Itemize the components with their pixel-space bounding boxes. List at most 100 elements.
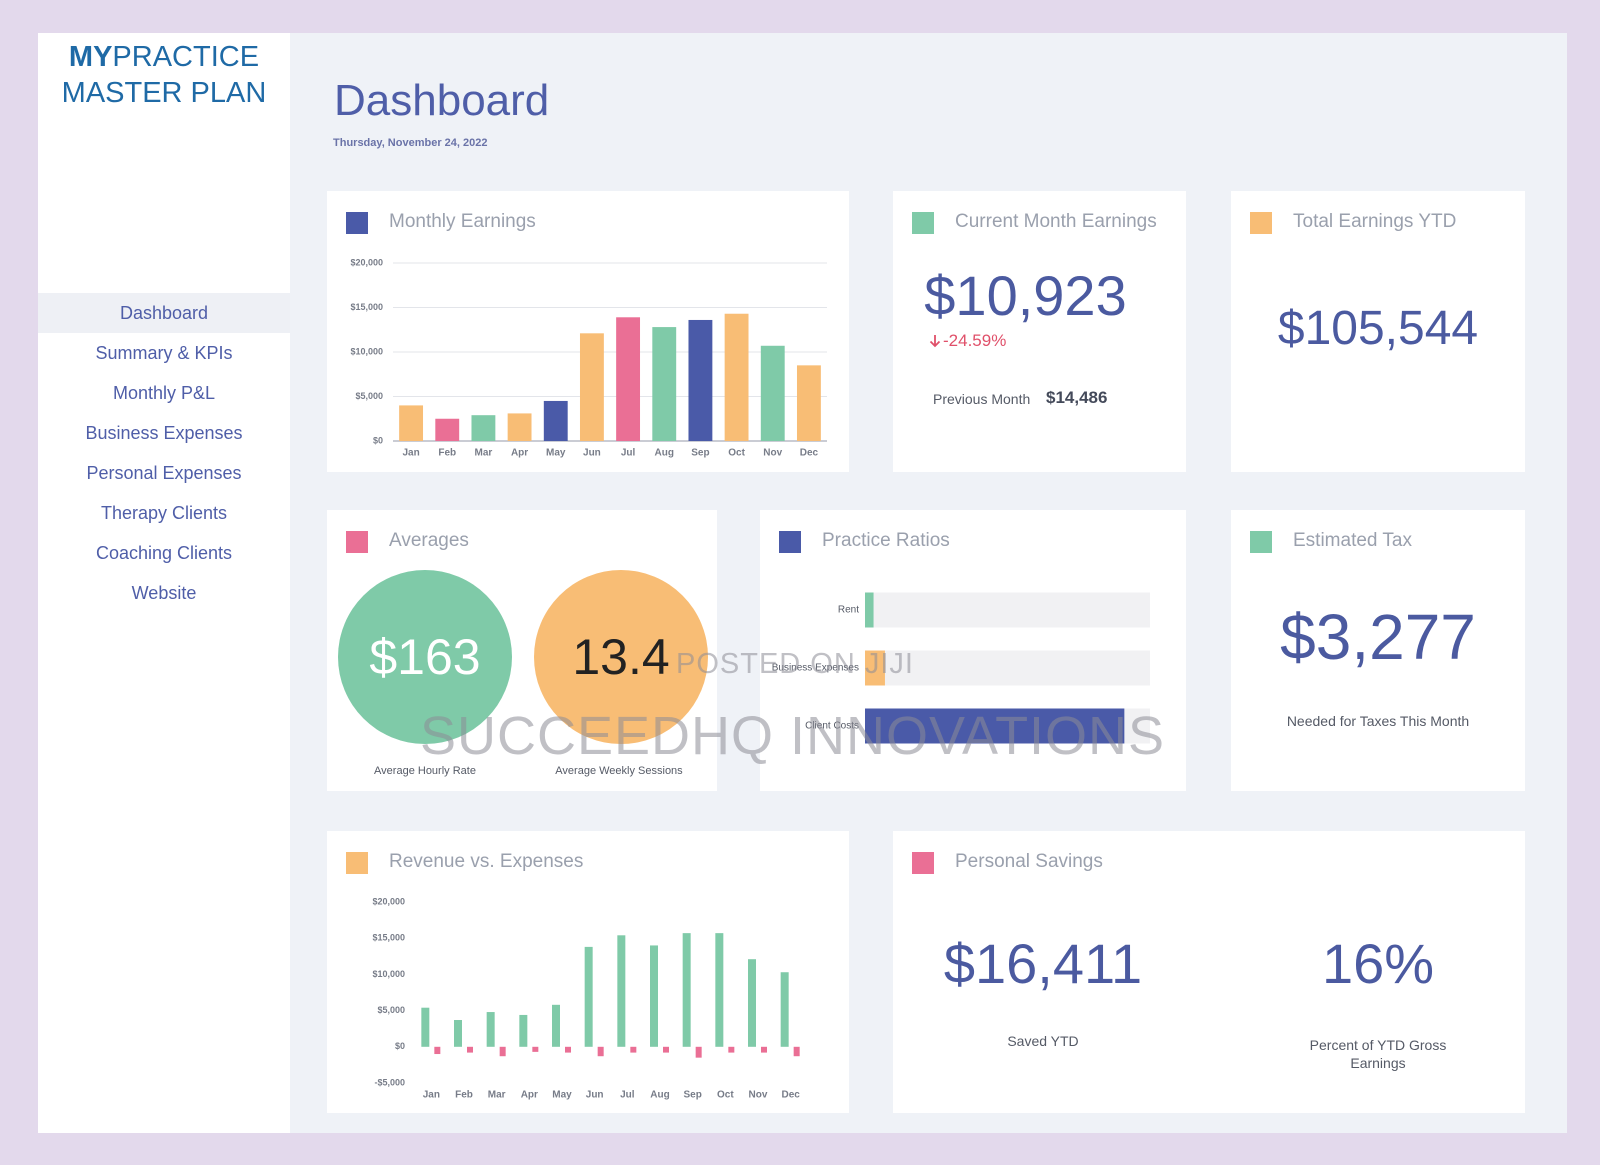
y-tick-label: Business Expenses — [772, 663, 859, 674]
bar — [499, 1046, 506, 1057]
kpi-value: $16,411 — [943, 932, 1143, 995]
bar — [519, 1014, 528, 1047]
bar — [399, 405, 424, 441]
nav-item[interactable]: Therapy Clients — [100, 503, 228, 523]
bar — [793, 1046, 800, 1057]
y-tick-label: $15,000 — [350, 302, 383, 312]
bar — [435, 418, 460, 441]
nav-item[interactable]: Dashboard — [38, 293, 290, 333]
previous-label: Previous Month — [933, 391, 1031, 407]
x-tick-label: Feb — [455, 1090, 473, 1101]
kpi-change: -24.59% — [943, 331, 1007, 350]
x-tick-label: Jan — [423, 1090, 440, 1101]
card: Monthly Earnings $0 $5,000 $10,000 $15,000 $… — [327, 191, 849, 472]
bar — [467, 1046, 473, 1053]
card-icon — [779, 531, 801, 553]
brand: MYPRACTICE MASTER PLAN — [38, 39, 290, 111]
x-tick-label: Sep — [691, 448, 709, 459]
x-tick-label: Oct — [717, 1090, 734, 1101]
nav-item[interactable]: Business Expenses — [85, 423, 243, 443]
card: Total Earnings YTD $105,544 — [1231, 191, 1525, 472]
bar — [434, 1046, 441, 1055]
card-title: Monthly Earnings — [389, 211, 536, 232]
card: Practice Ratios Rent Business Expenses Cli… — [760, 510, 1186, 791]
y-tick-label: Rent — [838, 605, 859, 616]
chart: Rent Business Expenses Client Costs — [772, 592, 1150, 744]
card-title: Averages — [389, 530, 469, 551]
card-icon — [346, 852, 368, 874]
bar — [715, 933, 724, 1047]
y-tick-label: $10,000 — [372, 969, 405, 979]
card-title: Practice Ratios — [822, 530, 950, 551]
y-tick-label: -$5,000 — [374, 1077, 405, 1087]
chart: $0 $5,000 $10,000 $15,000 $20,000 Jan Feb Mar Ap… — [350, 257, 827, 459]
x-tick-label: Jun — [586, 1090, 604, 1101]
nav-item[interactable]: Website — [131, 583, 197, 603]
card-icon — [346, 531, 368, 553]
y-tick-label: $10,000 — [350, 346, 383, 356]
bar — [728, 1046, 735, 1053]
bar — [865, 650, 885, 686]
bar — [617, 935, 626, 1047]
nav-item[interactable]: Monthly P&L — [112, 383, 216, 403]
down-arrow — [929, 335, 941, 348]
kpi-label: Needed for Taxes This Month — [1286, 713, 1470, 729]
x-tick-label: Aug — [650, 1090, 669, 1101]
bar — [748, 959, 756, 1047]
brand-bold: MY — [68, 41, 113, 73]
x-tick-label: Oct — [728, 448, 745, 459]
y-tick-label: $15,000 — [372, 933, 405, 943]
x-tick-label: Aug — [655, 448, 674, 459]
bar — [486, 1012, 495, 1047]
bar — [471, 415, 496, 441]
y-tick-label: $20,000 — [372, 896, 405, 906]
brand-line2: MASTER PLAN — [61, 77, 267, 109]
x-tick-label: Apr — [521, 1090, 538, 1101]
card-icon — [346, 212, 368, 234]
chart: -$5,000 $0 $5,000 $10,000 $15,000 $20,000 Jan F… — [372, 896, 800, 1101]
card: Estimated Tax $3,277 Needed for Taxes Th… — [1231, 510, 1525, 791]
nav-item[interactable]: Personal Expenses — [86, 463, 242, 483]
nav-item[interactable]: Coaching Clients — [95, 543, 233, 563]
nav-item[interactable]: Summary & KPIs — [95, 343, 233, 363]
card: Averages $163 13.4 Average Hourly Rate A… — [327, 510, 717, 791]
x-tick-label: Nov — [763, 448, 782, 459]
bar — [780, 972, 789, 1047]
x-tick-label: Sep — [683, 1090, 701, 1101]
kpi-label: Percent of YTD Gross Earnings — [1309, 1037, 1447, 1071]
sessions-label: Average Weekly Sessions — [555, 765, 683, 777]
y-tick-label: $20,000 — [350, 257, 383, 267]
x-tick-label: Mar — [488, 1090, 506, 1101]
bar — [650, 945, 658, 1047]
card-icon — [912, 852, 934, 874]
sessions-circle: 13.4 — [534, 570, 708, 744]
x-tick-label: Jul — [620, 1090, 635, 1101]
kpi-label: Saved YTD — [1007, 1033, 1079, 1049]
bar — [682, 933, 691, 1047]
bar — [695, 1046, 702, 1058]
bar — [507, 413, 532, 441]
brand-rest: PRACTICE — [112, 41, 260, 73]
x-tick-label: Jun — [583, 448, 601, 459]
x-tick-label: Dec — [800, 448, 819, 459]
y-tick-label: $0 — [395, 1041, 405, 1051]
bar — [865, 708, 1125, 744]
y-tick-label: $5,000 — [377, 1005, 405, 1015]
bar — [663, 1046, 669, 1053]
hourly-circle: $163 — [338, 570, 512, 744]
bar — [584, 946, 593, 1047]
card-title: Total Earnings YTD — [1293, 211, 1457, 232]
bar-track — [865, 650, 1150, 686]
previous-value: $14,486 — [1046, 388, 1108, 407]
card-icon — [912, 212, 934, 234]
x-tick-label: Nov — [749, 1090, 768, 1101]
y-tick-label: $5,000 — [355, 391, 383, 401]
bar — [543, 400, 568, 441]
page-title: Dashboard — [334, 76, 550, 125]
hourly-label: Average Hourly Rate — [374, 765, 476, 777]
card-icon — [1250, 531, 1272, 553]
bar — [652, 327, 677, 441]
sidebar: MYPRACTICE MASTER PLAN Dashboard Summary… — [38, 33, 290, 1133]
x-tick-label: Jul — [621, 448, 636, 459]
